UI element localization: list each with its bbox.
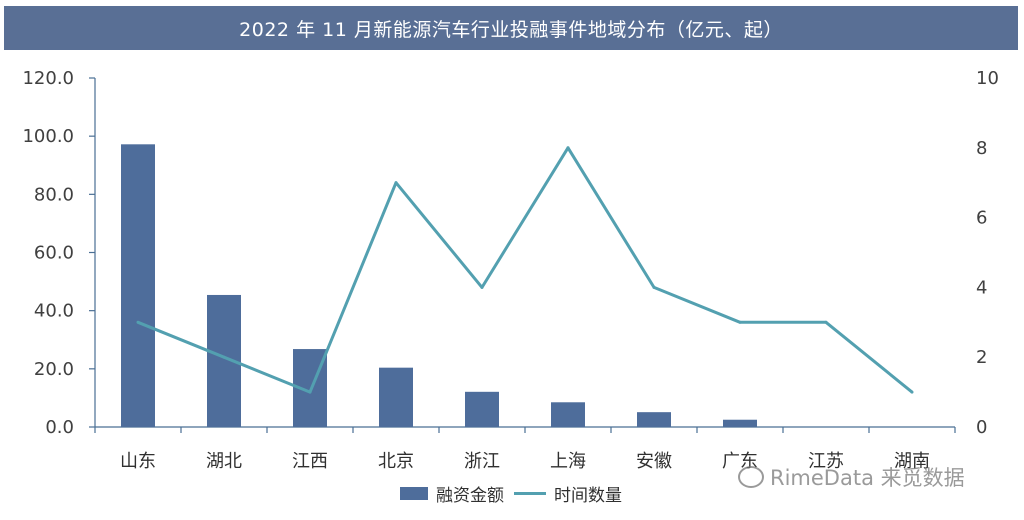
line-point-上海 <box>566 146 570 150</box>
bar-北京 <box>379 367 413 427</box>
legend-item-count: 时间数量 <box>514 481 622 506</box>
x-category-label: 湖北 <box>206 451 242 472</box>
y-left-tick-label: 100.0 <box>22 126 74 147</box>
y-right-tick-label: 10 <box>976 68 999 89</box>
line-point-湖北 <box>222 355 226 359</box>
x-category-label: 上海 <box>550 451 586 472</box>
watermark-text: RimeData 来觅数据 <box>770 466 965 490</box>
y-left-tick-label: 40.0 <box>34 301 74 322</box>
y-right-tick-label: 0 <box>976 417 987 438</box>
wechat-icon <box>738 466 764 488</box>
line-point-安徽 <box>652 285 656 289</box>
y-left-tick-label: 0.0 <box>45 417 74 438</box>
x-category-label: 浙江 <box>464 451 500 472</box>
line-point-山东 <box>136 320 140 324</box>
bar-浙江 <box>465 391 499 427</box>
bar-上海 <box>551 402 585 427</box>
legend-label-count: 时间数量 <box>554 485 622 506</box>
legend-label-amount: 融资金额 <box>436 485 504 506</box>
legend-bar-swatch <box>400 486 428 500</box>
line-point-浙江 <box>480 285 484 289</box>
y-right-tick-label: 2 <box>976 347 987 368</box>
line-series-count <box>137 146 913 394</box>
y-left-tick-label: 80.0 <box>34 184 74 205</box>
line-point-江苏 <box>824 320 828 324</box>
x-category-label: 湖南 <box>894 451 930 472</box>
y-left-tick-label: 60.0 <box>34 243 74 264</box>
y-left-tick-label: 20.0 <box>34 359 74 380</box>
x-category-label: 山东 <box>120 451 156 472</box>
bar-安徽 <box>637 412 671 427</box>
x-category-label: 江西 <box>292 451 328 472</box>
bar-山东 <box>121 144 155 427</box>
line-point-北京 <box>394 181 398 185</box>
chart-title-bar: 2022 年 11 月新能源汽车行业投融事件地域分布（亿元、起） <box>4 6 1018 50</box>
line-point-广东 <box>738 320 742 324</box>
y-right-tick-label: 4 <box>976 277 987 298</box>
line-point-湖南 <box>910 390 914 394</box>
legend-item-amount: 融资金额 <box>400 481 504 506</box>
y-right-tick-label: 8 <box>976 138 987 159</box>
x-category-label: 北京 <box>378 451 414 472</box>
bar-广东 <box>723 419 757 427</box>
x-category-label: 安徽 <box>636 451 672 472</box>
y-left-tick-label: 120.0 <box>22 68 74 89</box>
legend: 融资金额 时间数量 <box>400 480 622 506</box>
line-point-江西 <box>308 390 312 394</box>
x-category-label: 江苏 <box>808 451 844 472</box>
legend-line-swatch <box>514 491 546 495</box>
y-right-tick-label: 6 <box>976 208 987 229</box>
chart-title: 2022 年 11 月新能源汽车行业投融事件地域分布（亿元、起） <box>239 18 783 41</box>
watermark: RimeData 来觅数据 <box>738 462 965 492</box>
